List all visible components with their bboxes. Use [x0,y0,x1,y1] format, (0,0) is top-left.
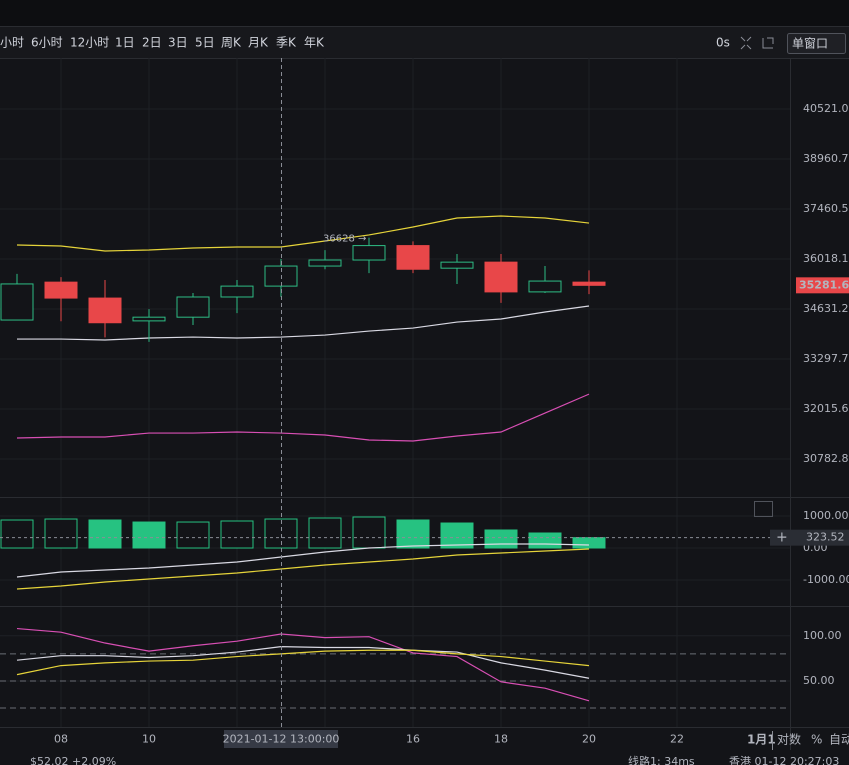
indicator-line [16,649,590,676]
interval-button[interactable]: 小时 [0,36,24,50]
indicator-line [17,305,590,341]
indicator-line [16,646,590,679]
x-tick-label: 08 [54,733,68,746]
histogram-bar [528,532,562,549]
histogram-bar [440,522,474,549]
pane-toggle[interactable] [754,501,773,517]
y-tick-label: 34631.25 [803,302,849,315]
y-tick-label: 32015.64 [803,402,849,415]
histogram-bar [132,521,166,549]
interval-button[interactable]: 周K [221,36,242,50]
interval-button[interactable]: 3日 [168,36,188,50]
candle-body [352,245,386,261]
interval-button[interactable]: 1日 [115,36,135,50]
annotation: 36628 → [323,234,366,245]
y-tick-label: 100.00 [803,629,842,642]
y-tick-label: 1000.00 [803,509,849,522]
price-tag-label: 35281.69 [799,278,849,291]
interval-button[interactable]: 5日 [195,36,215,50]
indicator-line [16,543,590,578]
histogram-bar [88,519,122,549]
histogram-bar [484,529,518,549]
y-tick-label: 36018.13 [803,252,849,265]
scale-mode[interactable]: 对数 [777,732,801,747]
histogram-bar [308,517,342,549]
x-tick-label: 16 [406,733,420,746]
delay: 0s [716,36,730,50]
interval-button[interactable]: 2日 [142,36,162,50]
icons [740,36,774,50]
latency: 线路1: 34ms [628,754,695,765]
histogram-bar [352,516,386,549]
ticker: $52.02 +2.09% [30,755,116,765]
indicator-line [16,215,590,252]
x-tick-label: 10 [142,733,156,746]
x-tick-label: 20 [582,733,596,746]
price-tag [796,277,849,294]
candle-body [308,259,342,267]
value-tag [770,529,849,546]
top-bar [0,0,849,26]
candle-body [572,281,606,286]
x-tick-label: 18 [494,733,508,746]
histogram-bar [396,519,430,549]
y-tick-label: 38960.74 [803,152,849,165]
indicator-line [16,548,590,590]
candle-body [132,316,166,322]
region: 香港 01-12 20:27:03 [729,755,839,765]
candle-body [44,281,78,299]
candle-body [176,296,210,318]
screenshot-icon[interactable] [762,37,774,49]
histogram-bar [176,521,210,549]
y-tick-label: 33297.77 [803,352,849,365]
interval-button[interactable]: 年K [304,36,325,50]
scale-mode[interactable]: 自动 [829,733,849,747]
scale-mode[interactable]: % [811,733,822,747]
indicator-line [16,393,590,442]
crosshair-label: 2021-01-12 13:00:00 [223,733,340,746]
interval-button[interactable]: 6小时 [31,36,63,50]
x-tick-label: 22 [670,733,684,746]
window-button[interactable] [787,33,846,54]
interval-button[interactable]: 季K [276,36,297,50]
candle-body [0,283,34,321]
y-tick-label: -1000.00 [803,573,849,586]
candle-body [396,245,430,270]
histogram-bar [44,518,78,549]
toolbar [0,26,849,58]
interval-button[interactable]: 月K [248,36,269,50]
indicator-line [16,627,590,702]
candle-body [528,280,562,293]
histogram-bar [0,519,34,549]
y-tick-label: 30782.88 [803,452,849,465]
window-label[interactable]: 单窗口 [792,37,828,51]
candle-body [484,261,518,293]
y-tick-label: 37460.55 [803,202,849,215]
y-tick-label: 40521.00 [803,102,849,115]
next-period: 1月1 [747,733,776,747]
value-tag-label: 323.52 [806,531,845,544]
plot-area [0,58,790,727]
footer: 对数% 自动 $52.02 +2.09% 线路1: 34ms 香港 01-12 20:2… [30,732,849,765]
interval-group: 小时 6小时 12小时 1日 2日 3日 5日 周K 月K 季K 年K [0,36,325,50]
histogram-bar [572,537,606,549]
fullscreen-icon[interactable] [740,36,752,50]
y-tick-label: 50.00 [803,674,835,687]
interval-button[interactable]: 12小时 [70,36,109,50]
candle-body [440,261,474,269]
candle-body [88,297,122,324]
crosshair-tag [224,730,338,748]
plus: + [776,530,788,546]
candle-body [220,285,254,298]
histogram-bar [220,520,254,549]
